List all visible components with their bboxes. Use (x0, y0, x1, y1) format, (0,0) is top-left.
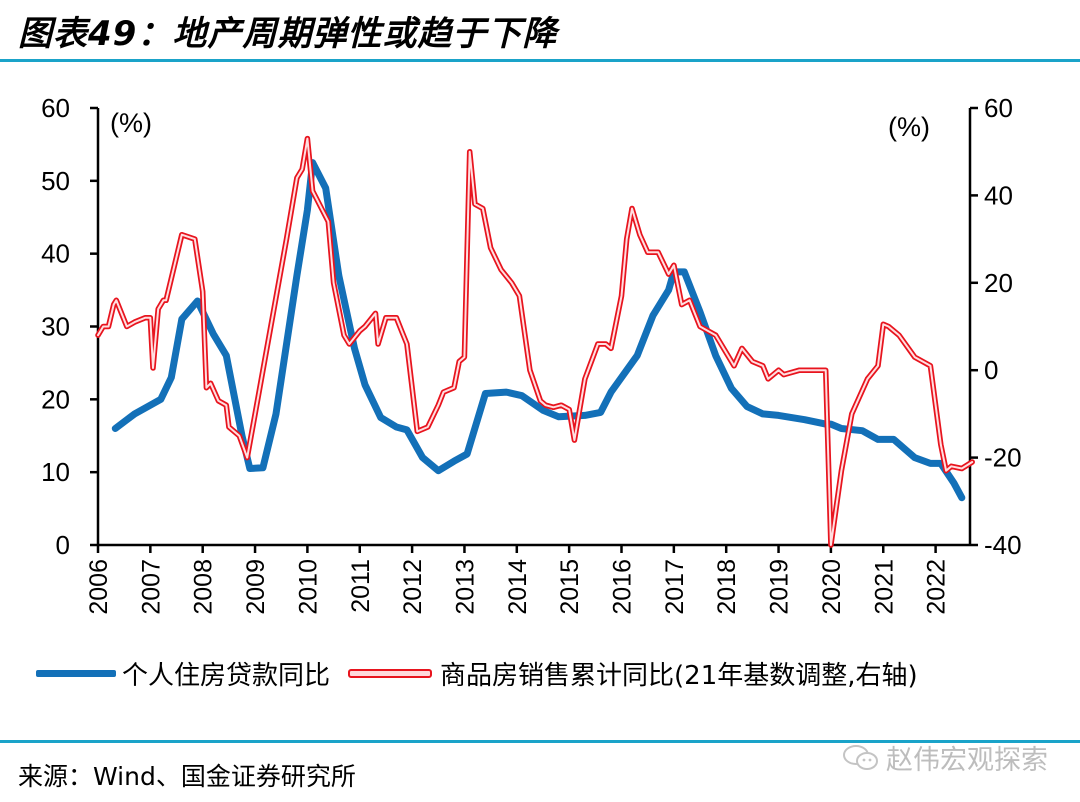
x-tick-label: 2007 (137, 559, 165, 615)
x-tick-label: 2021 (870, 559, 898, 615)
legend-swatch-red (348, 669, 433, 678)
right-tick-label: -20 (984, 443, 1022, 473)
legend-label: 商品房销售累计同比(21年基数调整,右轴) (440, 661, 918, 691)
right-tick-label: 40 (984, 180, 1013, 210)
right-tick-label: 0 (984, 355, 998, 385)
legend-label: 个人住房贷款同比 (122, 661, 331, 691)
series-line-outline (95, 135, 975, 548)
legend-item-mortgage: 个人住房贷款同比 (36, 655, 330, 692)
x-tick-label: 2006 (85, 559, 113, 615)
x-tick-label: 2009 (242, 559, 270, 615)
series-layer (95, 135, 975, 548)
x-tick-label: 2015 (556, 559, 584, 615)
watermark: 赵伟宏观探索 (842, 738, 1048, 777)
x-tick-label: 2011 (347, 559, 375, 613)
left-tick-label: 60 (41, 93, 70, 123)
x-tick-label: 2017 (661, 559, 689, 615)
footer-divider (0, 740, 1080, 743)
left-tick-label: 40 (41, 239, 70, 269)
right-tick-label: -40 (984, 530, 1022, 560)
x-tick-label: 2013 (451, 559, 479, 615)
x-tick-label: 2018 (713, 559, 741, 615)
wechat-icon (843, 744, 878, 770)
series-housing-sales (95, 135, 975, 548)
left-tick-label: 30 (41, 312, 70, 342)
right-axis-unit: (%) (888, 112, 930, 142)
x-tick-label: 2012 (399, 559, 427, 615)
line-chart: 0 10 20 30 40 50 60 -40 -20 0 20 40 60 2006 2007 2008 20… (41, 93, 1022, 615)
x-tick-label: 2016 (609, 559, 637, 615)
x-tick-label: 2008 (190, 559, 218, 615)
right-tick-label: 60 (984, 93, 1013, 123)
x-tick-label: 2010 (294, 559, 322, 615)
legend: 个人住房贷款同比 商品房销售累计同比(21年基数调整,右轴) (36, 655, 936, 692)
x-tick-label: 2022 (923, 559, 951, 615)
x-tick-label: 2019 (766, 559, 794, 615)
legend-swatch-blue (36, 670, 116, 677)
x-tick-label: 2020 (818, 559, 846, 615)
chart-title: 图表49：地产周期弹性或趋于下降 (18, 14, 558, 54)
left-tick-label: 50 (41, 166, 70, 196)
axes: 0 10 20 30 40 50 60 -40 -20 0 20 40 60 2006 2007 2008 20… (41, 93, 1022, 615)
left-tick-label: 10 (41, 457, 70, 487)
x-tick-label: 2014 (504, 559, 532, 615)
right-tick-label: 20 (984, 268, 1013, 298)
series-line-inner (97, 137, 974, 546)
source-note: 来源：Wind、国金证券研究所 (18, 762, 356, 791)
left-tick-label: 0 (56, 530, 70, 560)
legend-item-sales: 商品房销售累计同比(21年基数调整,右轴) (348, 655, 918, 692)
title-divider (0, 59, 1080, 62)
left-axis-unit: (%) (110, 108, 152, 138)
watermark-text: 赵伟宏观探索 (886, 745, 1048, 776)
left-tick-label: 20 (41, 384, 70, 414)
